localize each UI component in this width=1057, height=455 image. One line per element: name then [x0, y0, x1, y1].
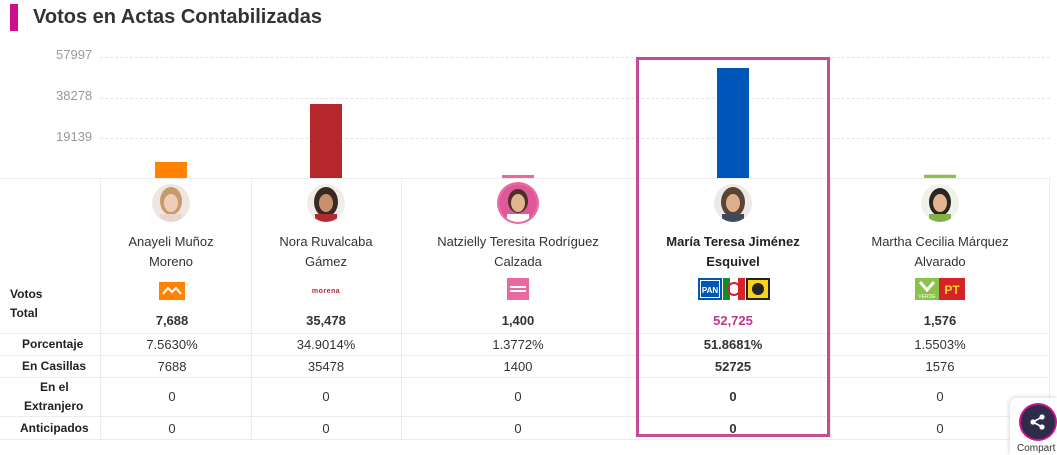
y-tick-label: 57997	[56, 47, 93, 62]
row-divider	[0, 333, 1050, 334]
column-divider	[100, 178, 101, 440]
percentage: 1.3772%	[492, 337, 544, 352]
candidate-name: María Teresa Jiménez	[666, 234, 800, 249]
candidate-name: Alvarado	[914, 254, 966, 269]
pri-logo	[723, 278, 745, 300]
morena-logo-text: morena	[311, 287, 341, 295]
bar	[310, 103, 342, 178]
bar	[924, 174, 956, 178]
page-title: Votos en Actas Contabilizadas	[33, 6, 322, 28]
share-label[interactable]: Compart	[1017, 443, 1056, 454]
percentage: 1.5503%	[914, 337, 966, 352]
extranjero-votes: 0	[936, 389, 944, 404]
movimiento-ciudadano-logo	[159, 281, 185, 301]
percentage: 51.8681%	[703, 337, 763, 352]
row-label-anticipados: Anticipados	[20, 421, 89, 435]
row-label-extranjero: En el	[40, 380, 69, 394]
percentage: 7.5630%	[146, 337, 198, 352]
total-votes: 1,400	[501, 313, 535, 328]
column-divider	[401, 178, 402, 440]
candidate-name: Calzada	[494, 254, 542, 269]
candidate-name: Esquivel	[706, 254, 760, 269]
anticipados-votes: 0	[322, 421, 330, 436]
title-accent-bar	[10, 4, 18, 31]
candidate-avatar	[921, 184, 959, 222]
anticipados-votes: 0	[168, 421, 176, 436]
bar	[155, 161, 187, 178]
extranjero-votes: 0	[514, 389, 522, 404]
candidate-avatar	[307, 184, 345, 222]
anticipados-votes: 0	[514, 421, 522, 436]
grid-line	[100, 98, 1050, 99]
grid-line	[100, 138, 1050, 139]
candidate-avatar	[152, 184, 190, 222]
grid-line	[100, 57, 1050, 58]
total-votes: 52,725	[713, 313, 753, 328]
extranjero-votes: 0	[729, 389, 737, 404]
casillas-votes: 35478	[307, 359, 345, 374]
row-divider	[0, 439, 1050, 440]
percentage: 34.9014%	[296, 337, 356, 352]
total-votes: 7,688	[155, 313, 189, 328]
column-divider	[830, 178, 831, 440]
row-label-extranjero: Extranjero	[24, 399, 84, 413]
y-tick-label: 19139	[56, 129, 93, 144]
morena-logo: morena	[306, 281, 346, 301]
total-votes: 1,576	[923, 313, 957, 328]
anticipados-votes: 0	[936, 421, 944, 436]
row-label-total: Total	[10, 306, 38, 320]
prd-logo	[746, 278, 770, 300]
row-label-porcentaje: Porcentaje	[22, 337, 84, 351]
share-icon	[1030, 414, 1045, 430]
candidate-name: Nora Ruvalcaba	[279, 234, 373, 249]
casillas-votes: 52725	[714, 359, 752, 374]
extranjero-votes: 0	[322, 389, 330, 404]
column-divider	[251, 178, 252, 440]
row-divider	[0, 416, 1050, 417]
pan-pri-prd-logos: PAN	[697, 278, 771, 300]
candidate-avatar	[714, 184, 752, 222]
candidate-avatar	[499, 184, 537, 222]
verde-logo-text: VERDE	[918, 294, 936, 300]
share-button[interactable]	[1021, 405, 1055, 439]
verde-pt-logos: VERDE PT	[914, 278, 966, 300]
bar	[502, 175, 534, 178]
pan-logo-text: PAN	[702, 286, 719, 295]
anticipados-votes: 0	[729, 421, 737, 436]
candidate-name: Martha Cecilia Márquez	[871, 234, 1009, 249]
candidate-name: Natzielly Teresita Rodríguez	[437, 234, 599, 249]
candidate-name: Gámez	[305, 254, 347, 269]
candidate-name: Anayeli Muñoz	[128, 234, 214, 249]
column-divider	[1049, 178, 1050, 440]
row-label-votos: Votos	[10, 287, 43, 301]
row-divider	[0, 178, 1050, 179]
casillas-votes: 1576	[925, 359, 955, 374]
row-divider	[0, 377, 1050, 378]
candidate-name: Moreno	[148, 254, 194, 269]
row-divider	[0, 355, 1050, 356]
casillas-votes: 1400	[503, 359, 533, 374]
bar	[717, 67, 749, 178]
total-votes: 35,478	[306, 313, 346, 328]
fuerza-por-mexico-logo	[506, 278, 530, 300]
extranjero-votes: 0	[168, 389, 176, 404]
y-tick-label: 38278	[56, 88, 93, 103]
pt-logo-text: PT	[944, 283, 960, 297]
row-label-casillas: En Casillas	[22, 359, 87, 373]
casillas-votes: 7688	[157, 359, 187, 374]
winner-highlight-frame	[636, 57, 830, 437]
